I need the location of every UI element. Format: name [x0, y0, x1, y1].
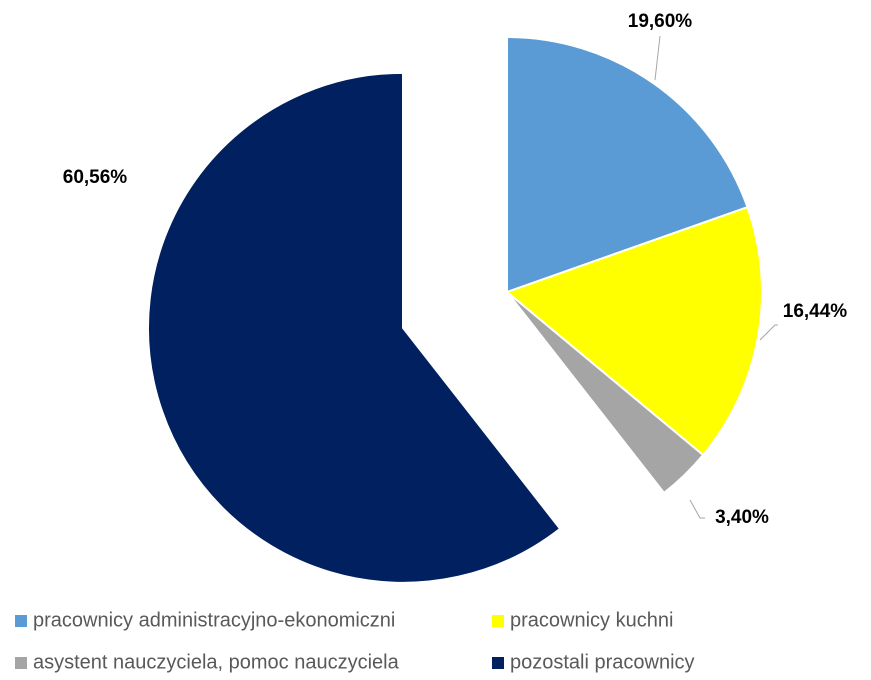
data-label: 3,40% — [715, 507, 769, 528]
legend-label: pracownicy administracyjno-ekonomiczni — [33, 609, 395, 631]
pie-slice — [505, 205, 763, 457]
pie-slice — [147, 71, 562, 584]
legend-label: pracownicy kuchni — [510, 609, 673, 631]
legend-swatch — [15, 615, 27, 627]
data-label: 60,56% — [63, 167, 128, 188]
data-label: 19,60% — [628, 11, 693, 32]
data-label: 16,44% — [783, 301, 848, 322]
leader-line — [654, 35, 661, 81]
leader-line — [689, 499, 705, 519]
leader-line — [759, 324, 778, 341]
legend-swatch — [492, 657, 504, 669]
legend-label: asystent nauczyciela, pomoc nauczyciela — [33, 651, 400, 673]
legend-swatch — [15, 657, 27, 669]
legend-swatch — [492, 615, 504, 627]
pie-slice — [506, 291, 705, 495]
legend-label: pozostali pracownicy — [510, 651, 695, 673]
